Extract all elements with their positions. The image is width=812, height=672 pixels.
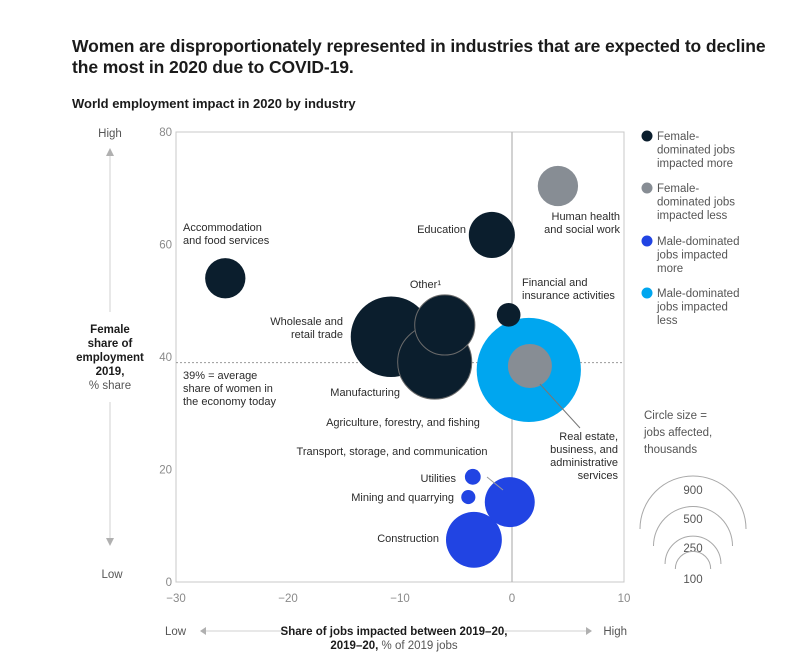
legend-label-male-more: Male-dominated jobs impacted more — [656, 236, 739, 275]
label-wholesale-and-retail-trade: Wholesale and retail trade — [270, 316, 343, 341]
size-legend-value-100: 100 — [683, 574, 702, 586]
arrow-right-icon — [586, 627, 592, 635]
label-education: Education — [417, 224, 466, 236]
label-human-health-and-social-work: Human health and social work — [544, 211, 620, 236]
size-legend-arc-250 — [664, 535, 722, 565]
bubble-real-estate-business-and-administrative-services — [507, 344, 552, 388]
size-legend-arc-900 — [639, 475, 747, 530]
label-utilities: Utilities — [421, 473, 457, 485]
leader-line-real-estate — [539, 383, 581, 429]
bubble-education — [468, 211, 515, 258]
size-legend-arc-100 — [674, 550, 712, 570]
bubble-financial-and-insurance-activities — [496, 302, 521, 327]
legend-label-female-more: Female-dominated jobs impacted more — [657, 131, 735, 170]
y-tick-label: 60 — [159, 240, 172, 252]
label-agriculture-forestry-and-fishing: Agriculture, forestry, and fishing — [326, 417, 480, 429]
x-tick-label: −20 — [278, 593, 298, 605]
bubble-human-health-and-social-work — [537, 165, 579, 207]
label-construction: Construction — [377, 533, 439, 545]
legend-label-female-less: Female-dominated jobs impacted less — [657, 183, 735, 222]
arrow-left-icon — [200, 627, 206, 635]
size-legend-value-250: 250 — [683, 543, 702, 555]
average-share-annotation: 39% = average share of women in the econom… — [183, 370, 276, 408]
x-tick-label: −30 — [166, 593, 186, 605]
bubble-mining-and-quarrying — [461, 489, 476, 505]
label-transport-storage-and-communication: Transport, storage, and communication — [297, 446, 488, 458]
legend-swatch-male-less — [641, 287, 653, 299]
label-financial-and-insurance-activities: Financial and insurance activities — [522, 277, 615, 302]
bubble-other — [414, 294, 476, 356]
arrow-down-icon — [106, 538, 114, 546]
bubble-transport-storage-and-communication — [484, 477, 535, 528]
bubble-utilities — [464, 468, 481, 485]
label-other: Other¹ — [410, 279, 442, 291]
y-tick-label: 20 — [159, 465, 172, 477]
legend-label-male-less: Male-dominated jobs impacted less — [656, 288, 739, 327]
x-tick-label: 0 — [509, 593, 515, 605]
x-high-label: High — [603, 626, 627, 638]
legend-swatch-male-more — [641, 235, 653, 247]
label-mining-and-quarrying: Mining and quarrying — [351, 492, 454, 504]
chart-subtitle: World employment impact in 2020 by indus… — [72, 96, 356, 111]
legend-swatch-female-more — [641, 130, 653, 142]
y-axis-unit: % share — [89, 380, 131, 392]
size-legend-title: Circle size = jobs affected, thousands — [643, 410, 712, 456]
y-high-label: High — [98, 128, 122, 140]
size-legend-value-500: 500 — [683, 514, 702, 526]
label-accommodation-and-food-services: Accommodation and food services — [183, 222, 270, 247]
y-tick-label: 0 — [166, 577, 172, 589]
x-low-label: Low — [165, 626, 187, 638]
size-legend-arc-500 — [652, 505, 734, 547]
bubble-construction — [445, 511, 502, 568]
y-low-label: Low — [101, 569, 123, 581]
y-tick-label: 40 — [159, 352, 172, 364]
x-axis-title: Share of jobs impacted between 2019–20, — [281, 626, 508, 638]
y-tick-label: 80 — [159, 127, 172, 139]
x-axis-title-line2: 2019–20, % of 2019 jobs — [330, 640, 458, 652]
x-tick-label: 10 — [618, 593, 631, 605]
x-tick-label: −10 — [390, 593, 410, 605]
legend-swatch-female-less — [641, 182, 653, 194]
y-axis-title: Female share of employment 2019, — [76, 324, 144, 378]
plot-frame — [175, 131, 625, 583]
arrow-up-icon — [106, 148, 114, 156]
label-real-estate-business-and-administrative-services: Real estate, business, and administrative s… — [550, 431, 618, 482]
size-legend-value-900: 900 — [683, 485, 702, 497]
leader-line-transport — [486, 476, 504, 491]
bubble-accommodation-and-food-services — [205, 258, 246, 299]
label-manufacturing: Manufacturing — [330, 387, 400, 399]
chart-title: Women are disproportionately represented… — [72, 36, 766, 77]
